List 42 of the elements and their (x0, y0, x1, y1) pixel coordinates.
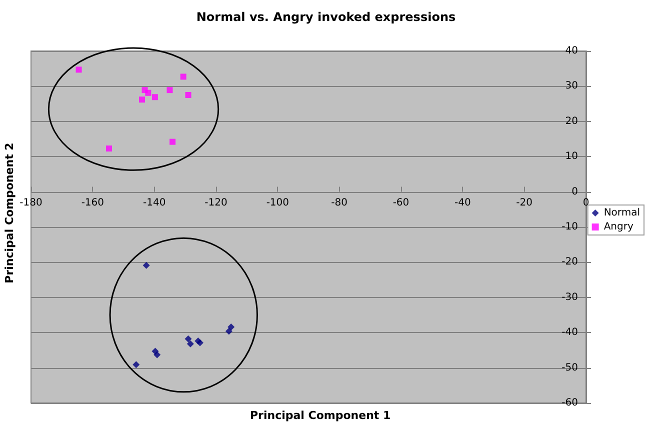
x-tick-label: -20 (516, 197, 533, 208)
y-tick-label: 0 (572, 186, 578, 198)
x-tick-label: -160 (81, 197, 104, 208)
x-tick-label: -120 (204, 197, 228, 208)
x-tick-label: -60 (392, 197, 410, 208)
point (152, 94, 158, 100)
point (186, 340, 194, 348)
legend-label: Normal (604, 208, 640, 218)
x-tick-label: -40 (454, 197, 471, 208)
y-tick-label: -20 (562, 256, 578, 268)
point (154, 351, 161, 358)
point (184, 335, 192, 342)
x-tick-label: -180 (20, 197, 42, 208)
point (180, 74, 186, 80)
point (145, 90, 152, 96)
point (166, 87, 173, 94)
legend-label: Angry (604, 222, 634, 232)
point (132, 361, 140, 368)
y-tick-label: -10 (562, 222, 578, 232)
x-axis-title: Principal Component 1 (250, 409, 391, 422)
y-tick-label: 40 (565, 46, 578, 56)
y-tick-label: 20 (565, 116, 578, 127)
y-axis-title: Principal Component 2 (3, 142, 16, 284)
x-tick-label: 0 (582, 197, 590, 208)
point (106, 146, 112, 152)
chart-title: Normal vs. Angry invoked expressions (196, 10, 456, 24)
point (228, 323, 235, 330)
y-tick-label: -60 (562, 398, 578, 408)
y-tick-label: 30 (565, 80, 578, 92)
point (185, 92, 192, 98)
point (170, 138, 176, 145)
y-tick-label: -40 (562, 327, 578, 338)
x-tick-label: -140 (142, 197, 166, 208)
point (139, 96, 145, 103)
y-tick-label: 10 (565, 151, 578, 162)
y-tick-label: -30 (562, 292, 578, 303)
point (76, 66, 82, 73)
point (225, 328, 232, 335)
y-tick-label: -50 (562, 362, 578, 374)
point (142, 262, 150, 269)
x-tick-label: -80 (331, 197, 348, 208)
x-tick-label: -100 (266, 197, 290, 208)
